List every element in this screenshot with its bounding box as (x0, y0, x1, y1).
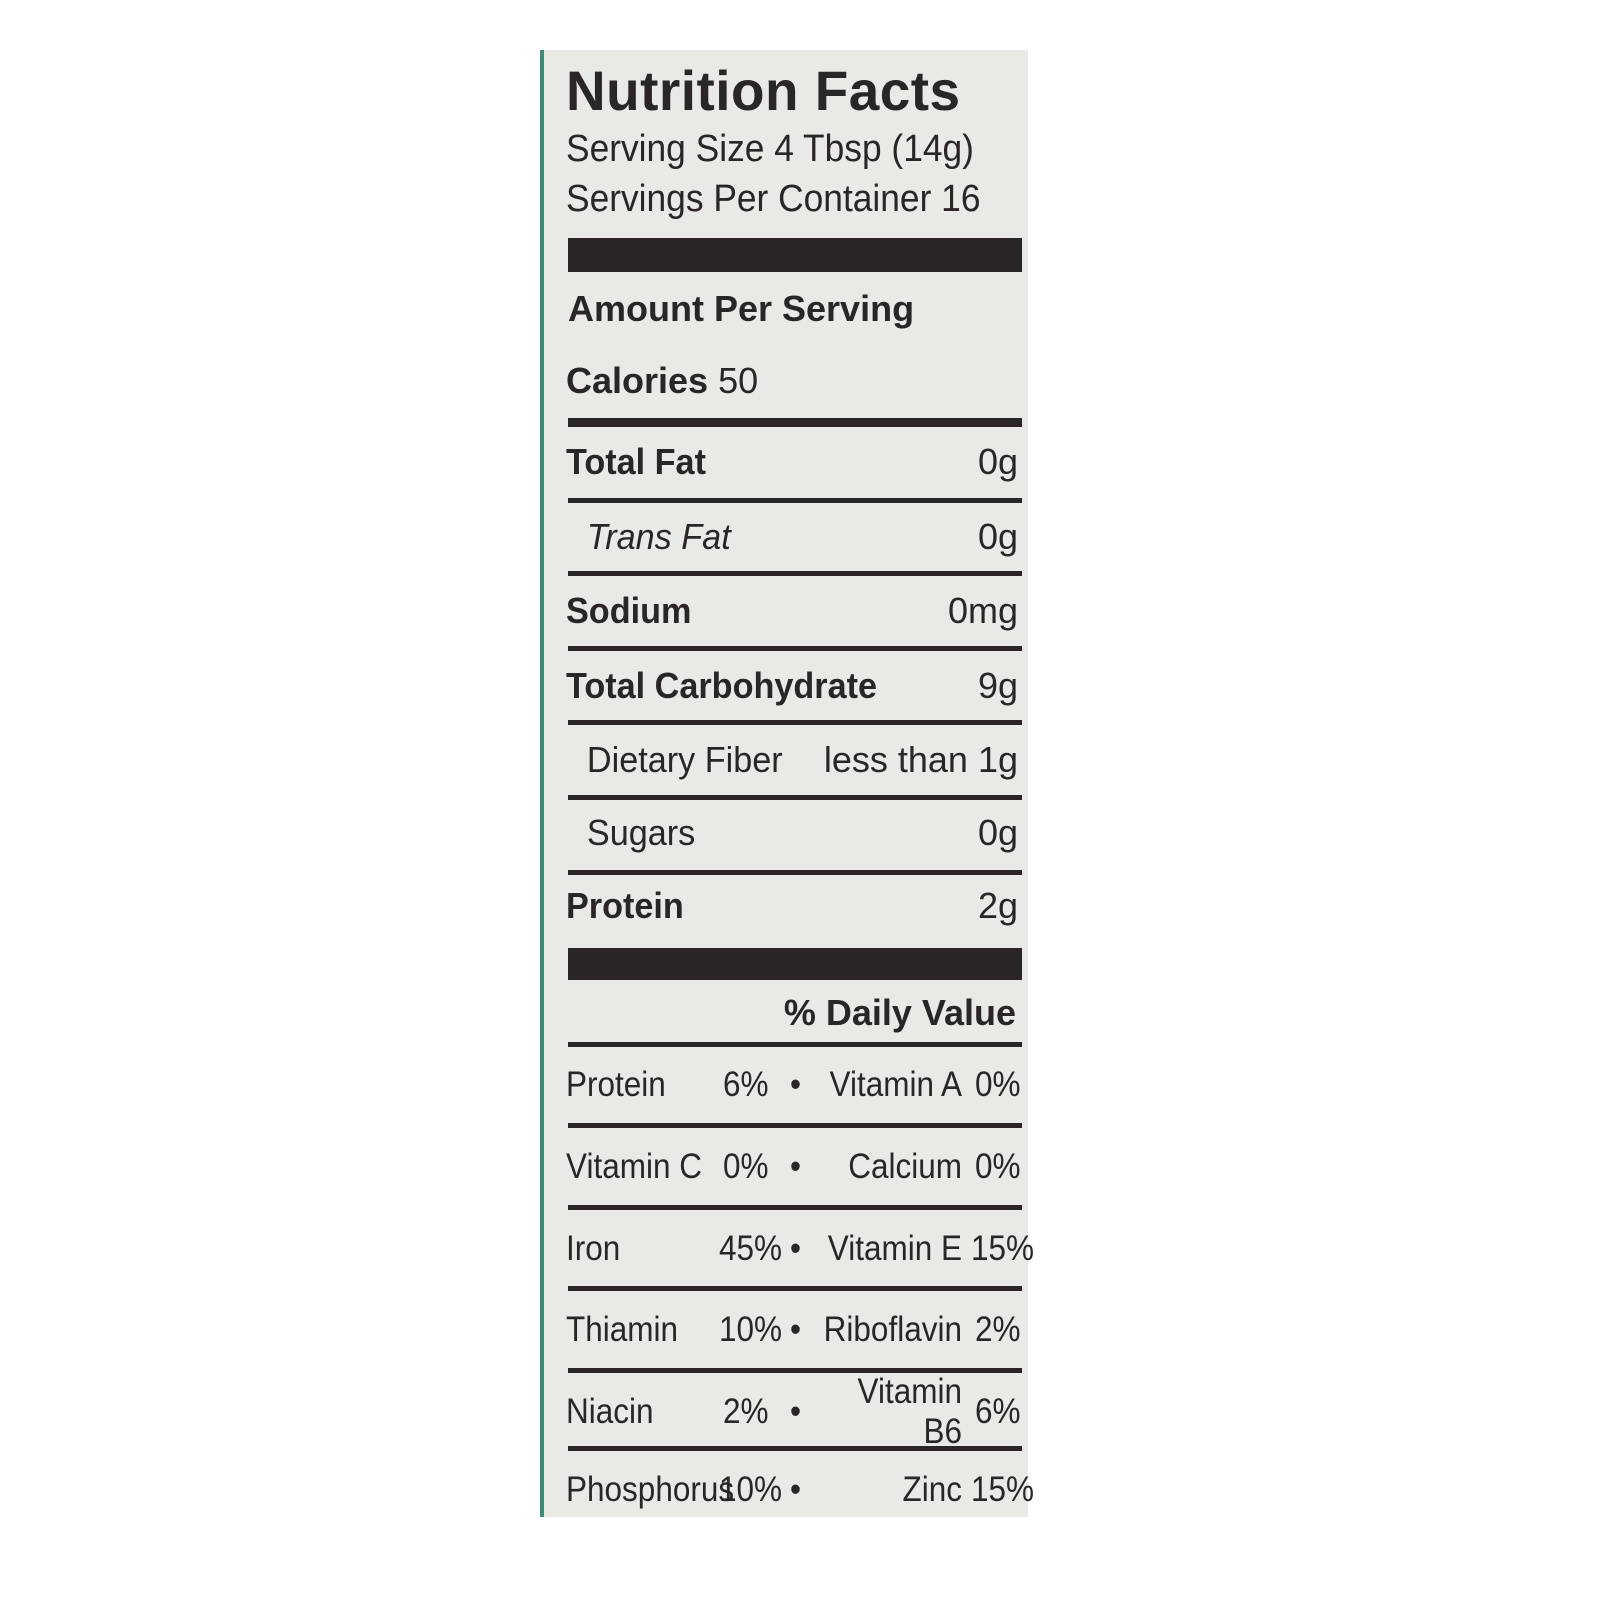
dv-right-name: Riboflavin (823, 1310, 962, 1349)
nutrient-value: 9g (977, 665, 1018, 706)
bullet-separator: • (789, 1065, 802, 1104)
divider (568, 1123, 1022, 1128)
nutrient-name: Sodium (566, 590, 692, 631)
dv-right-name: Calcium (848, 1147, 962, 1186)
nutrient-row-trans-fat: Trans Fat 0g (566, 515, 1018, 559)
thick-divider (568, 238, 1022, 272)
nutrient-value: 0g (977, 441, 1018, 482)
nutrient-row-sodium: Sodium 0mg (566, 589, 1018, 633)
daily-value-row: Iron 45% • Vitamin E 15% (566, 1227, 1035, 1271)
bullet-separator: • (789, 1470, 802, 1509)
daily-value-header: % Daily Value (783, 992, 1016, 1033)
nutrient-name: Trans Fat (586, 516, 731, 557)
divider (568, 571, 1022, 576)
dv-right-pct: 0% (974, 1065, 1021, 1104)
divider (568, 1446, 1022, 1451)
bullet-separator: • (789, 1229, 802, 1268)
divider (568, 498, 1022, 503)
dv-left-name: Protein (566, 1065, 666, 1104)
nutrient-name: Sugars (586, 812, 696, 853)
nutrient-name: Total Carbohydrate (566, 665, 878, 706)
calories-value: 50 (718, 360, 759, 401)
nutrient-name: Protein (566, 885, 684, 926)
nutrient-row-dietary-fiber: Dietary Fiber less than 1g (566, 738, 1018, 782)
nutrient-value: 2g (977, 885, 1018, 926)
dv-left-pct: 10% (719, 1310, 783, 1349)
nutrient-row-sugars: Sugars 0g (566, 811, 1018, 855)
daily-value-row: Protein 6% • Vitamin A 0% (566, 1063, 1021, 1107)
nutrient-value: 0mg (947, 590, 1018, 631)
divider (568, 795, 1022, 800)
divider (568, 870, 1022, 875)
amount-per-serving: Amount Per Serving (568, 288, 915, 329)
nutrient-value: 0g (977, 516, 1018, 557)
dv-right-pct: 15% (971, 1229, 1035, 1268)
divider (568, 646, 1022, 651)
bullet-separator: • (789, 1310, 802, 1349)
nutrient-name: Dietary Fiber (586, 739, 783, 780)
divider (568, 1205, 1022, 1210)
divider (568, 720, 1022, 725)
nutrient-row-total-carbohydrate: Total Carbohydrate 9g (566, 664, 1018, 708)
label-title: Nutrition Facts (566, 59, 961, 122)
nutrient-value: 0g (977, 812, 1018, 853)
dv-right-name: Vitamin B6 (857, 1372, 962, 1451)
nutrient-name: Total Fat (566, 441, 706, 482)
dv-left-pct: 0% (722, 1147, 769, 1186)
dv-left-name: Phosphorus (566, 1470, 735, 1509)
dv-left-name: Thiamin (566, 1310, 679, 1349)
dv-right-pct: 6% (974, 1392, 1021, 1431)
nutrient-value: less than 1g (823, 739, 1018, 780)
nutrient-row-protein: Protein 2g (566, 884, 1018, 928)
dv-right-pct: 0% (974, 1147, 1021, 1186)
servings-per-container: Servings Per Container 16 (566, 178, 981, 220)
dv-left-pct: 45% (719, 1229, 783, 1268)
serving-size: Serving Size 4 Tbsp (14g) (566, 128, 974, 170)
dv-right-name: Vitamin E (827, 1229, 962, 1268)
daily-value-row: Niacin 2% • Vitamin B6 6% (566, 1372, 1021, 1451)
nutrient-row-total-fat: Total Fat 0g (566, 440, 1018, 484)
thick-divider (568, 948, 1022, 980)
daily-value-row: Phosphorus 10% • Zinc 15% (566, 1468, 1035, 1512)
dv-right-name: Vitamin A (829, 1065, 962, 1104)
dv-left-pct: 6% (722, 1065, 769, 1104)
dv-right-name: Zinc (902, 1470, 962, 1509)
calories-label: Calories (566, 360, 709, 401)
divider (568, 1042, 1022, 1047)
dv-left-name: Iron (566, 1229, 621, 1268)
divider (568, 1368, 1022, 1373)
daily-value-row: Thiamin 10% • Riboflavin 2% (566, 1308, 1021, 1352)
dv-left-name: Niacin (566, 1392, 654, 1431)
daily-value-row: Vitamin C 0% • Calcium 0% (566, 1145, 1021, 1189)
nutrition-facts-label: Nutrition Facts Serving Size 4 Tbsp (14g… (540, 50, 1035, 1517)
dv-left-name: Vitamin C (566, 1147, 702, 1186)
calories-row: Calories 50 (566, 360, 758, 402)
dv-left-pct: 10% (719, 1470, 783, 1509)
dv-right-pct: 2% (974, 1310, 1021, 1349)
divider (568, 1286, 1022, 1291)
dv-left-pct: 2% (722, 1392, 769, 1431)
bullet-separator: • (789, 1392, 802, 1431)
medium-divider (568, 418, 1022, 427)
bullet-separator: • (789, 1147, 802, 1186)
dv-right-pct: 15% (971, 1470, 1035, 1509)
